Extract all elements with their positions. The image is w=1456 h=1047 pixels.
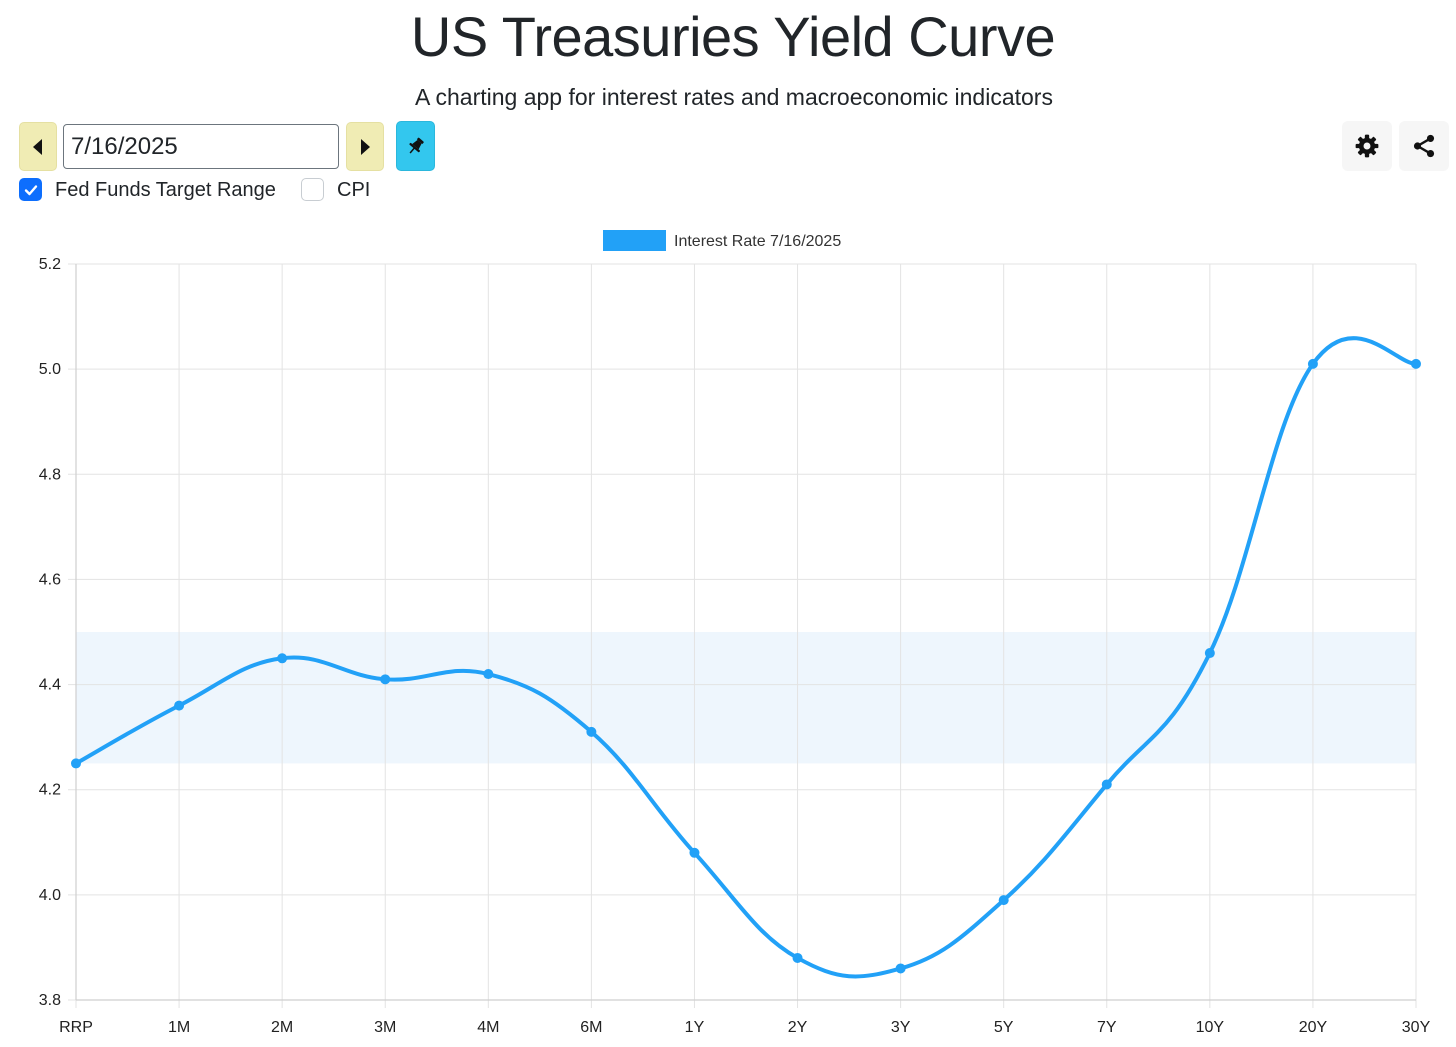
fed-funds-checkbox[interactable] xyxy=(19,178,42,201)
x-tick-label: RRP xyxy=(59,1019,93,1036)
data-point xyxy=(1411,358,1421,369)
data-point xyxy=(586,726,597,737)
data-point xyxy=(1204,648,1215,659)
fed-funds-band xyxy=(76,632,1416,764)
x-tick-label: 30Y xyxy=(1402,1019,1431,1036)
x-tick-label: 4M xyxy=(477,1019,499,1036)
x-tick-label: 5Y xyxy=(994,1019,1014,1036)
x-tick-label: 7Y xyxy=(1097,1019,1117,1036)
x-tick-label: 3Y xyxy=(891,1019,911,1036)
x-tick-label: 2Y xyxy=(788,1019,808,1036)
page-title: US Treasuries Yield Curve xyxy=(410,5,1056,68)
data-point xyxy=(277,653,288,664)
data-point xyxy=(483,669,494,680)
data-point xyxy=(174,700,185,711)
x-tick-label: 3M xyxy=(374,1019,396,1036)
x-tick-label: 10Y xyxy=(1196,1019,1225,1036)
checkmark-icon xyxy=(24,184,37,195)
y-tick-label: 4.0 xyxy=(39,887,61,904)
data-point xyxy=(71,758,81,769)
page-subtitle: A charting app for interest rates and ma… xyxy=(415,84,1053,110)
data-point xyxy=(998,895,1009,906)
data-point xyxy=(1307,358,1318,369)
caret-right-icon xyxy=(361,138,370,155)
y-tick-label: 4.6 xyxy=(39,571,61,588)
pushpin-icon xyxy=(408,137,424,154)
legend-swatch xyxy=(603,230,666,251)
cpi-checkbox[interactable] xyxy=(301,178,324,201)
fed-funds-label[interactable]: Fed Funds Target Range xyxy=(55,179,276,201)
caret-left-icon xyxy=(33,138,42,155)
settings-button[interactable] xyxy=(1342,121,1392,171)
next-date-button[interactable] xyxy=(346,122,384,171)
share-button[interactable] xyxy=(1399,121,1449,171)
share-icon xyxy=(1413,134,1435,158)
y-tick-label: 4.2 xyxy=(39,782,61,799)
x-tick-label: 1M xyxy=(168,1019,190,1036)
date-input[interactable] xyxy=(63,124,339,169)
x-tick-label: 2M xyxy=(271,1019,293,1036)
previous-date-button[interactable] xyxy=(19,122,57,171)
y-tick-label: 3.8 xyxy=(39,992,61,1009)
data-point xyxy=(1101,779,1112,790)
y-tick-label: 4.8 xyxy=(39,466,61,483)
data-point xyxy=(792,952,803,963)
yield-curve-chart: 3.8 4.0 4.2 4.4 4.6 4.8 5.0 5.2 RRP 1M 2M 3M 4M 6M 1Y 2… xyxy=(39,230,1431,1036)
x-tick-label: 6M xyxy=(580,1019,602,1036)
pin-button[interactable] xyxy=(396,121,435,171)
x-tick-label: 20Y xyxy=(1299,1019,1328,1036)
y-tick-label: 4.4 xyxy=(39,677,61,694)
data-point xyxy=(895,963,906,974)
gear-icon xyxy=(1355,134,1379,158)
x-tick-label: 1Y xyxy=(685,1019,705,1036)
y-tick-label: 5.2 xyxy=(39,256,61,273)
data-point xyxy=(689,847,700,858)
data-point xyxy=(380,674,391,685)
y-tick-label: 5.0 xyxy=(39,361,61,378)
legend-label: Interest Rate 7/16/2025 xyxy=(674,233,841,250)
cpi-label[interactable]: CPI xyxy=(337,179,371,201)
